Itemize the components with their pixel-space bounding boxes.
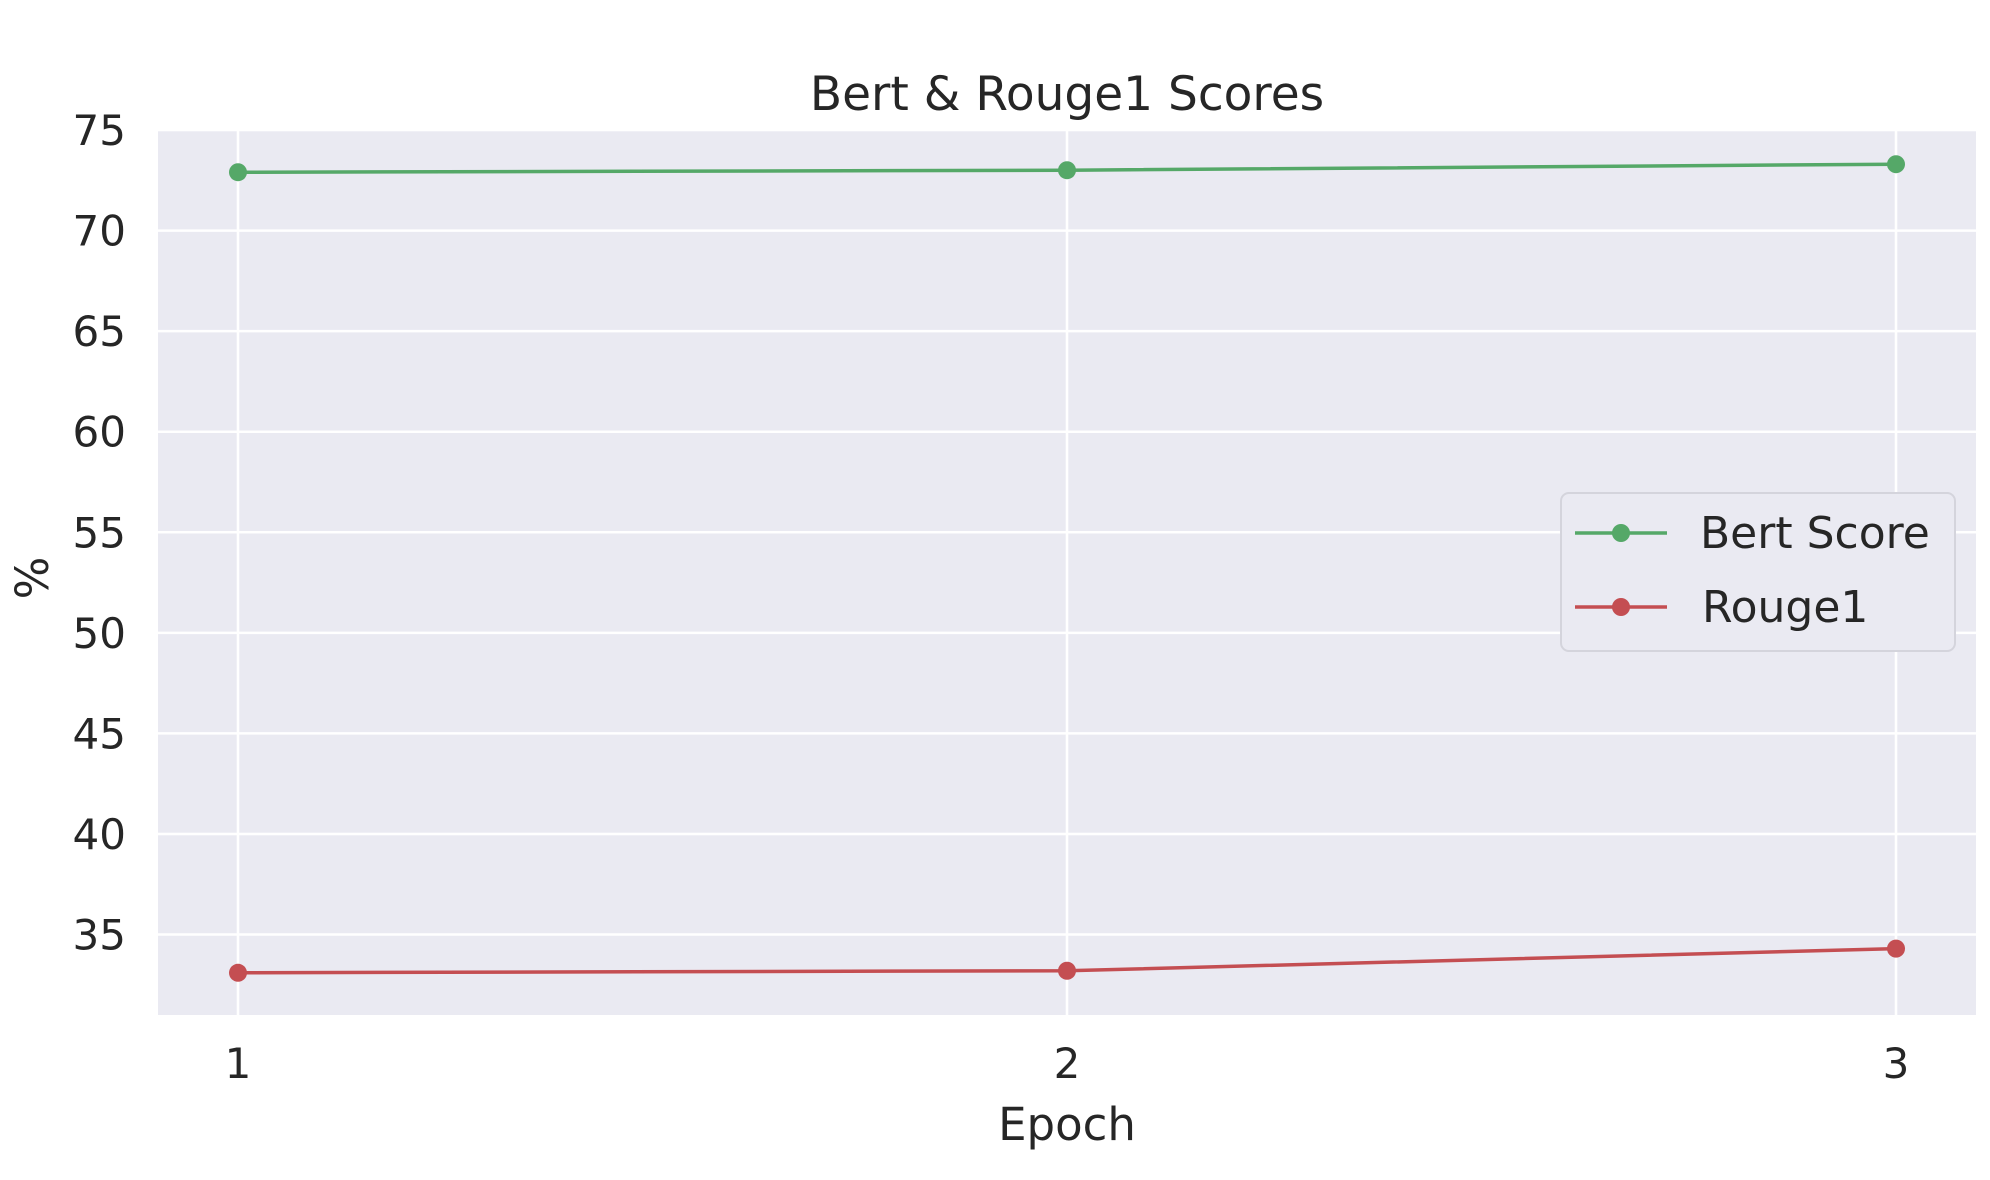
x-tick-labels: 1 2 3 (225, 1039, 1910, 1088)
legend: Bert Score Rouge1 (1560, 492, 1956, 652)
y-tick-label: 60 (73, 408, 126, 457)
series-layer (229, 155, 1905, 982)
rouge1-point (229, 963, 247, 982)
y-tick-label: 50 (73, 609, 126, 658)
rouge1-point (1058, 961, 1076, 980)
y-tick-label: 45 (73, 709, 126, 758)
bert-score-point (1058, 161, 1076, 180)
y-tick-label: 55 (73, 508, 126, 557)
y-axis-label: % (6, 557, 59, 600)
legend-rouge1-marker (1612, 598, 1630, 616)
bert-score-point (1887, 155, 1905, 174)
x-tick-label: 3 (1883, 1039, 1910, 1088)
legend-bert-score-label: Bert Score (1700, 508, 1930, 559)
rouge1-point (1887, 939, 1905, 958)
y-tick-label: 75 (73, 106, 126, 155)
x-axis-label: Epoch (998, 1098, 1136, 1151)
legend-bert-score-marker (1612, 524, 1630, 542)
x-tick-label: 1 (225, 1039, 252, 1088)
y-tick-label: 65 (73, 307, 126, 356)
y-tick-label: 70 (73, 207, 126, 256)
y-tick-label: 40 (73, 810, 126, 859)
chart-title: Bert & Rouge1 Scores (810, 67, 1324, 122)
y-tick-label: 35 (73, 911, 126, 960)
x-tick-label: 2 (1054, 1039, 1081, 1088)
legend-rouge1-label: Rouge1 (1702, 582, 1868, 633)
bert-score-point (229, 163, 247, 182)
y-tick-labels: 35 40 45 50 55 60 65 70 75 (73, 106, 126, 960)
